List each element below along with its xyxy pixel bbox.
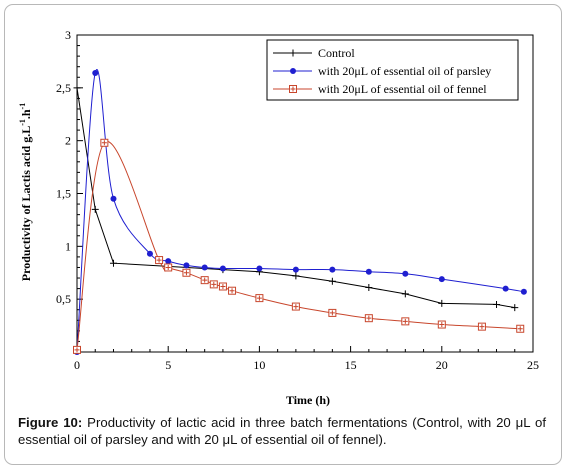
series-line-parsley — [76, 69, 524, 353]
data-point — [91, 205, 99, 213]
legend-marker-parsley — [290, 68, 296, 74]
data-point-cross — [329, 310, 335, 316]
series-layer — [73, 69, 527, 355]
y-tick-label: 3 — [65, 28, 71, 42]
series-control — [73, 84, 519, 312]
x-tick-label: 25 — [527, 358, 539, 372]
data-point-cross — [256, 295, 262, 301]
y-axis-label: Productivity of Lactis acid g.L-1.h-1 — [18, 103, 33, 281]
data-point — [401, 317, 410, 326]
data-point-cross — [439, 322, 445, 328]
y-tick-label: 1,5 — [56, 187, 71, 201]
y-tick-label: 2 — [65, 134, 71, 148]
data-point — [164, 263, 173, 272]
x-tick-label: 15 — [345, 358, 357, 372]
data-point — [228, 286, 237, 295]
data-point — [73, 84, 81, 92]
chart: 0 5 10 15 20 25 0,5 1 1,5 2 2,5 3 Time (h) Producti… — [18, 28, 539, 407]
plot-area: 0 5 10 15 20 25 0,5 1 1,5 2 2,5 3 — [56, 28, 539, 372]
data-point-cross — [101, 140, 107, 146]
data-point — [438, 299, 446, 307]
data-point-cross — [74, 347, 80, 353]
data-point — [516, 324, 525, 333]
x-tick-label: 20 — [436, 358, 448, 372]
legend-item-fennel: with 20μL of essential oil of fennel — [273, 82, 487, 96]
axis-ticks: 0 5 10 15 20 25 0,5 1 1,5 2 2,5 3 — [56, 28, 539, 372]
data-point — [292, 266, 299, 273]
data-point — [502, 285, 509, 292]
data-point — [437, 320, 446, 329]
data-point-cross — [202, 277, 208, 283]
data-point — [219, 265, 226, 272]
data-point — [165, 258, 172, 265]
caption-label: Figure 10: — [18, 415, 83, 430]
data-point — [256, 265, 263, 272]
data-point-cross — [517, 326, 523, 332]
data-point-cross — [220, 283, 226, 289]
data-point — [201, 264, 208, 271]
data-point — [365, 284, 373, 292]
data-point — [438, 276, 445, 283]
legend-label-control: Control — [318, 46, 355, 60]
legend-label-fennel: with 20μL of essential oil of fennel — [318, 82, 487, 96]
legend-label-parsley: with 20μL of essential oil of parsley — [318, 64, 491, 78]
data-point — [291, 302, 300, 311]
data-point-cross — [156, 257, 162, 263]
data-point — [255, 294, 264, 303]
data-point — [209, 280, 218, 289]
data-point — [109, 259, 117, 267]
series-fennel — [73, 138, 525, 354]
caption-text: Productivity of lactic acid in three bat… — [18, 415, 546, 447]
data-point — [155, 256, 164, 265]
data-point — [218, 282, 227, 291]
legend: Control with 20μL of essential oil of pa… — [266, 39, 519, 101]
data-point — [328, 277, 336, 285]
figure-frame — [4, 4, 562, 465]
data-point — [329, 266, 336, 273]
y-tick-label: 2,5 — [56, 81, 71, 95]
data-point — [401, 290, 409, 298]
legend-item-parsley: with 20μL of essential oil of parsley — [273, 64, 491, 78]
data-point-cross — [229, 288, 235, 294]
data-point — [364, 314, 373, 323]
x-axis-label: Time (h) — [286, 393, 330, 407]
series-parsley — [74, 69, 527, 355]
data-point — [520, 288, 527, 295]
data-point-cross — [183, 270, 189, 276]
x-tick-label: 5 — [165, 358, 171, 372]
data-point — [146, 250, 153, 257]
legend-box — [266, 39, 519, 101]
data-point — [493, 300, 501, 308]
data-point — [200, 276, 209, 285]
data-point — [110, 195, 117, 202]
figure-caption: Figure 10: Productivity of lactic acid i… — [18, 414, 546, 448]
data-point — [477, 322, 486, 331]
y-tick-label: 0,5 — [56, 292, 71, 306]
legend-item-control: Control — [273, 46, 355, 60]
legend-marker-control — [289, 49, 297, 57]
x-tick-label: 10 — [253, 358, 265, 372]
data-point — [402, 270, 409, 277]
data-point — [92, 70, 99, 77]
data-point — [292, 272, 300, 280]
data-point — [73, 345, 81, 354]
data-point-cross — [293, 304, 299, 310]
data-point-cross — [402, 318, 408, 324]
data-point — [511, 304, 519, 312]
y-tick-label: 1 — [65, 239, 71, 253]
data-point — [183, 262, 190, 269]
data-point-cross — [211, 281, 217, 287]
data-point — [328, 308, 337, 317]
data-point — [182, 268, 191, 277]
series-line-fennel — [76, 140, 521, 350]
data-point — [365, 268, 372, 275]
data-point-cross — [165, 264, 171, 270]
data-point-cross — [479, 324, 485, 330]
x-tick-label: 0 — [74, 358, 80, 372]
legend-marker-fennel-cross — [290, 86, 296, 92]
data-point — [100, 138, 109, 147]
data-point-cross — [366, 315, 372, 321]
